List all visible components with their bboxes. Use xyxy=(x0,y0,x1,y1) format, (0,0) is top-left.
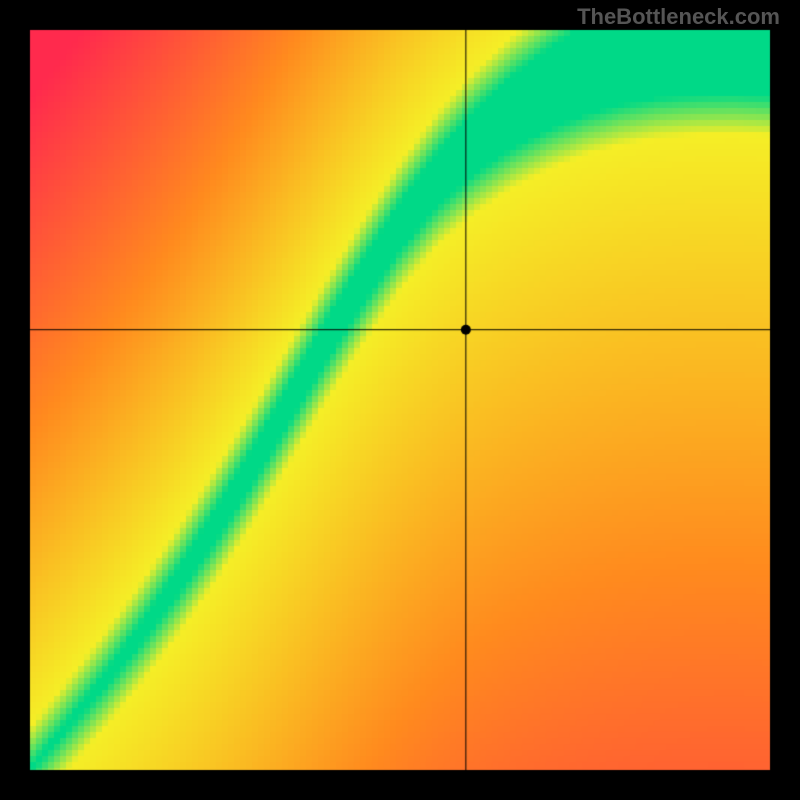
watermark-text: TheBottleneck.com xyxy=(577,4,780,30)
chart-container: TheBottleneck.com xyxy=(0,0,800,800)
heatmap-canvas xyxy=(0,0,800,800)
